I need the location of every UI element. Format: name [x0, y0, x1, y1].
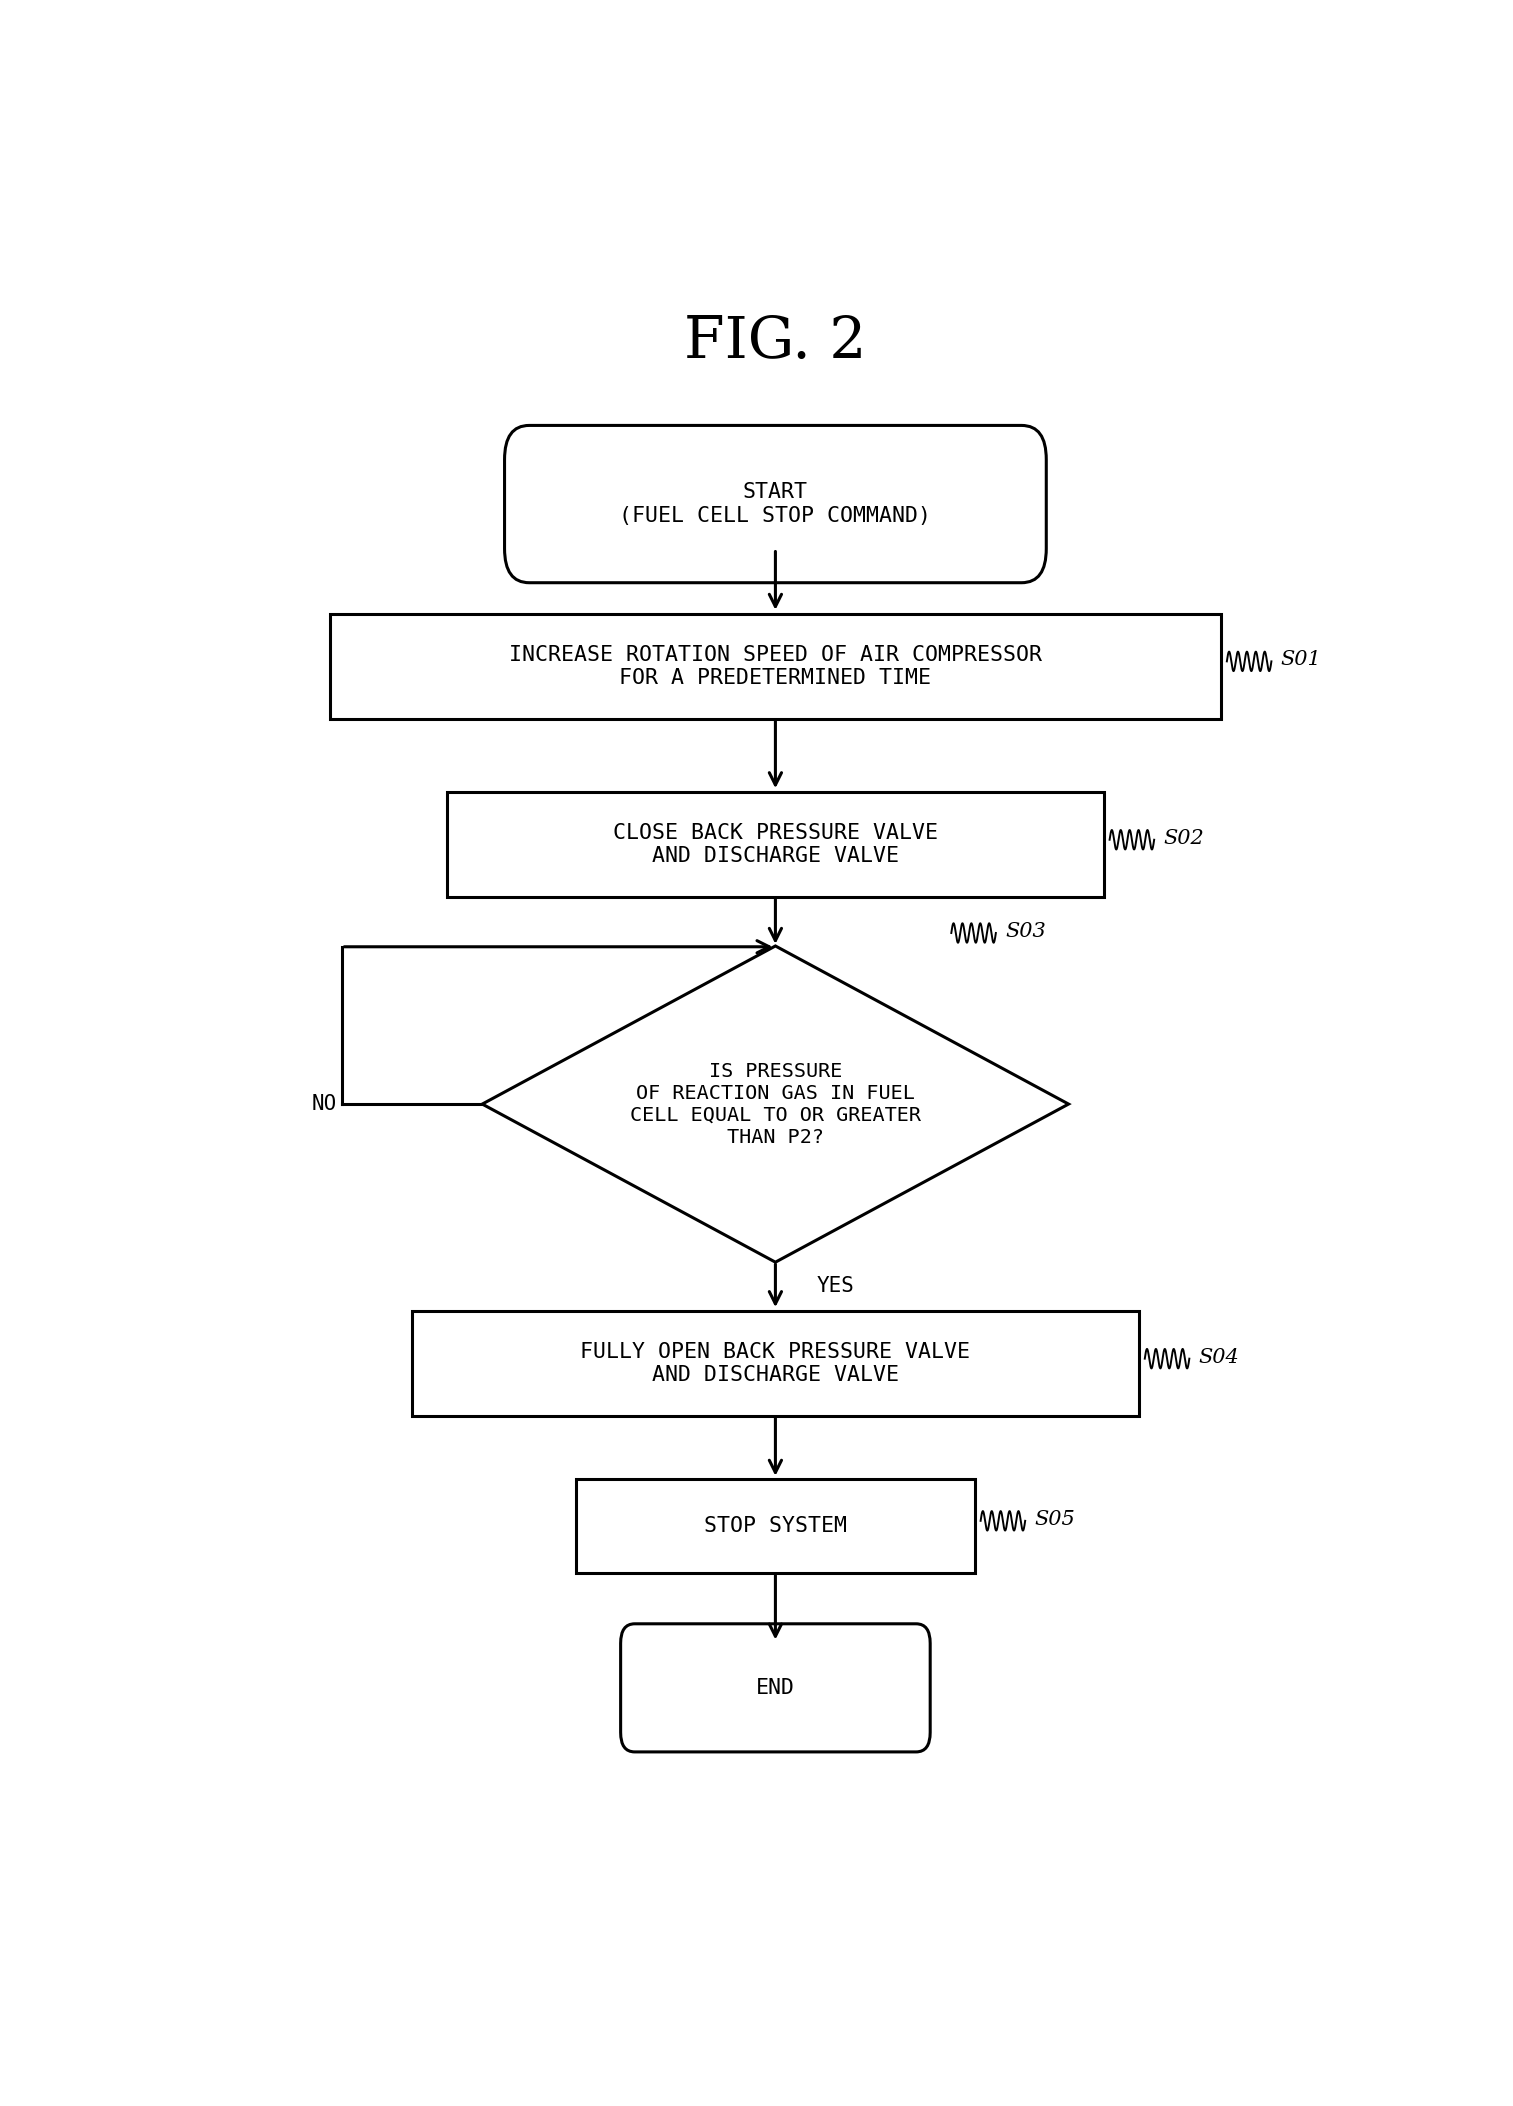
Text: IS PRESSURE
OF REACTION GAS IN FUEL
CELL EQUAL TO OR GREATER
THAN P2?: IS PRESSURE OF REACTION GAS IN FUEL CELL… — [629, 1061, 921, 1146]
Text: FULLY OPEN BACK PRESSURE VALVE
AND DISCHARGE VALVE: FULLY OPEN BACK PRESSURE VALVE AND DISCH… — [581, 1342, 970, 1386]
Text: S01: S01 — [1282, 651, 1321, 670]
FancyBboxPatch shape — [504, 425, 1047, 583]
Text: S05: S05 — [1035, 1510, 1076, 1529]
Text: YES: YES — [817, 1276, 855, 1295]
Text: CLOSE BACK PRESSURE VALVE
AND DISCHARGE VALVE: CLOSE BACK PRESSURE VALVE AND DISCHARGE … — [613, 823, 938, 866]
Text: INCREASE ROTATION SPEED OF AIR COMPRESSOR
FOR A PREDETERMINED TIME: INCREASE ROTATION SPEED OF AIR COMPRESSO… — [508, 644, 1042, 689]
Bar — [330, 613, 1221, 718]
FancyBboxPatch shape — [620, 1624, 930, 1752]
Text: S03: S03 — [1005, 922, 1045, 941]
Text: S04: S04 — [1198, 1348, 1239, 1367]
Text: NO: NO — [312, 1095, 336, 1114]
Polygon shape — [483, 946, 1068, 1261]
Text: END: END — [756, 1678, 794, 1697]
Text: S02: S02 — [1163, 828, 1204, 847]
Bar — [448, 792, 1104, 897]
Bar — [576, 1478, 974, 1573]
Text: STOP SYSTEM: STOP SYSTEM — [704, 1516, 847, 1535]
Bar — [412, 1310, 1139, 1415]
Text: FIG. 2: FIG. 2 — [684, 314, 867, 371]
Text: START
(FUEL CELL STOP COMMAND): START (FUEL CELL STOP COMMAND) — [619, 482, 932, 526]
